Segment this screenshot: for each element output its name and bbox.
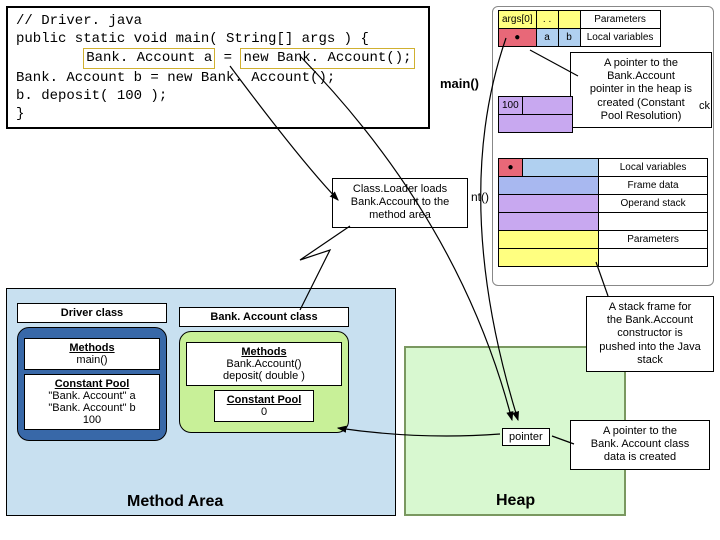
- code-line: public static void main( String[] args )…: [16, 30, 420, 48]
- code-line: Bank. Account b = new Bank. Account();: [16, 69, 420, 87]
- callout-stackframe: A stack frame for the Bank.Account const…: [586, 296, 714, 372]
- driver-class: Driver class Methods main() Constant Poo…: [17, 299, 167, 441]
- callout-classloader: Class.Loader loads Bank.Account to the m…: [332, 178, 468, 228]
- code-line: Bank. Account a = new Bank. Account();: [16, 48, 420, 68]
- operand-row: 100: [498, 96, 573, 133]
- method-deposit: deposit( double ): [192, 370, 336, 382]
- label-parameters: Parameters: [580, 11, 660, 29]
- cell-a: a: [536, 29, 558, 47]
- code-line: b. deposit( 100 );: [16, 87, 420, 105]
- heap-title: Heap: [496, 492, 535, 510]
- cell-100: 100: [499, 97, 523, 115]
- callout-heap-ptr: A pointer to the Bank. Account class dat…: [570, 420, 710, 470]
- heap-pointer: pointer: [502, 428, 550, 446]
- label-operand: Operand stack: [599, 195, 708, 213]
- highlight-new: new Bank. Account();: [240, 48, 414, 68]
- method-area: Driver class Methods main() Constant Poo…: [6, 288, 396, 516]
- methods-header2: Methods: [192, 346, 336, 358]
- label-params2: Parameters: [599, 231, 708, 249]
- stack-frame-main: args[0] . . Parameters ● a b Local varia…: [498, 10, 661, 47]
- cell-dots: . .: [536, 11, 558, 29]
- cp-item: "Bank. Account" a: [30, 390, 154, 402]
- methods-header: Methods: [30, 342, 154, 354]
- method-main: main(): [30, 354, 154, 366]
- ck-hint: ck: [699, 100, 710, 112]
- main-label: main(): [440, 76, 479, 91]
- cp-header2: Constant Pool: [220, 394, 308, 406]
- callout-pointer-resolution: A pointer to the Bank.Account pointer in…: [570, 52, 712, 128]
- code-line: }: [16, 105, 420, 123]
- cell-ptr: ●: [499, 29, 537, 47]
- bank-class: Bank. Account class Methods Bank.Account…: [179, 303, 349, 433]
- label-localvars: Local variables: [580, 29, 660, 47]
- cp-item: 0: [220, 406, 308, 418]
- method-area-title: Method Area: [127, 493, 223, 511]
- highlight-a: Bank. Account a: [83, 48, 215, 68]
- cp-item: 100: [30, 414, 154, 426]
- label-framedata: Frame data: [599, 177, 708, 195]
- cp-header: Constant Pool: [30, 378, 154, 390]
- stack-frame-ctor: ● Local variables Frame data Operand sta…: [498, 158, 708, 267]
- bank-title: Bank. Account class: [179, 307, 349, 327]
- cell-b: b: [558, 29, 580, 47]
- nt-label: nt(): [471, 190, 489, 204]
- cp-item: "Bank. Account" b: [30, 402, 154, 414]
- cell-args0: args[0]: [499, 11, 537, 29]
- code-line: // Driver. java: [16, 12, 420, 30]
- code-box: // Driver. java public static void main(…: [6, 6, 430, 129]
- driver-title: Driver class: [17, 303, 167, 323]
- label-localvars2: Local variables: [599, 159, 708, 177]
- method-ctor: Bank.Account(): [192, 358, 336, 370]
